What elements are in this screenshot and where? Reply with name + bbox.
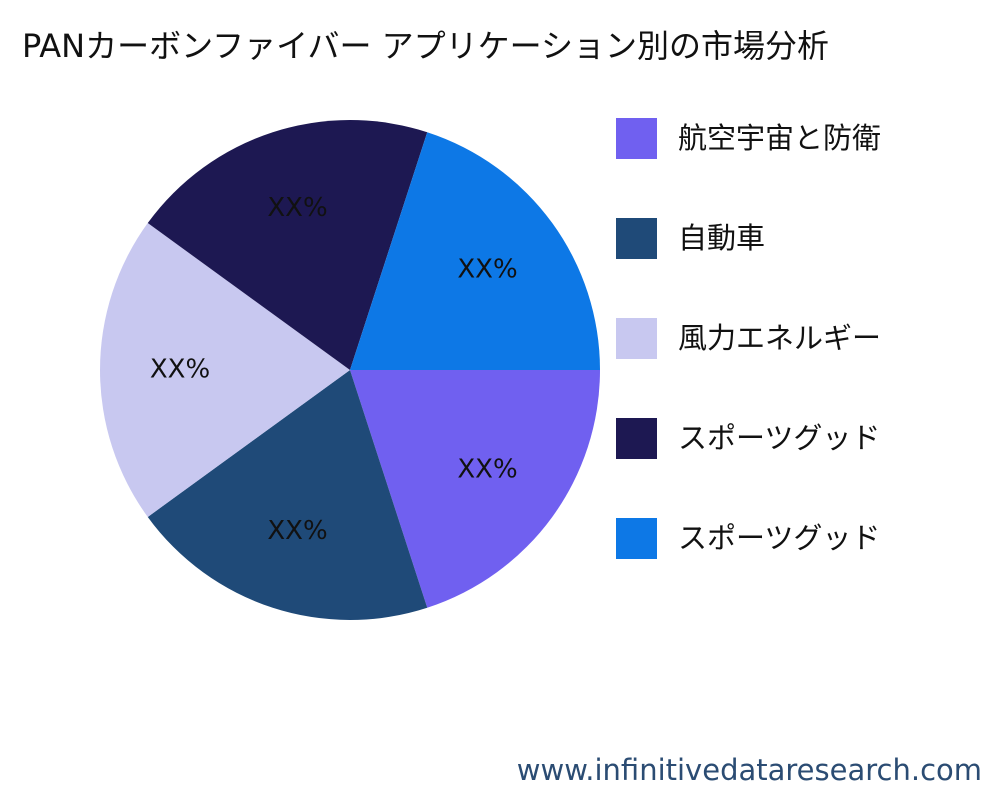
legend-swatch (616, 318, 657, 359)
source-watermark[interactable]: www.infinitivedataresearch.com (516, 753, 982, 787)
legend-item-automotive[interactable]: 自動車 (616, 218, 996, 260)
legend-item-wind-energy[interactable]: 風力エネルギー (616, 318, 996, 360)
legend-item-sporting-goods-2[interactable]: スポーツグッド (616, 518, 996, 560)
legend-label: 航空宇宙と防衛 (678, 121, 882, 155)
chart-title: PANカーボンファイバー アプリケーション別の市場分析 (22, 27, 830, 65)
legend-label: 風力エネルギー (678, 321, 882, 355)
legend-swatch (616, 218, 657, 259)
pie-slice-1[interactable] (350, 370, 600, 608)
legend-label: スポーツグッド (678, 421, 881, 455)
pie-slice-label-2: XX% (267, 516, 327, 546)
legend-item-aerospace-defense[interactable]: 航空宇宙と防衛 (616, 118, 996, 160)
pie-slice-label-5: XX% (457, 255, 517, 285)
legend: 航空宇宙と防衛 自動車 風力エネルギー スポーツグッド スポーツグッド (616, 118, 996, 618)
legend-label: 自動車 (678, 221, 766, 255)
pie-slice-label-3: XX% (150, 355, 210, 385)
pie-slice-2[interactable] (147, 370, 428, 620)
legend-swatch (616, 418, 657, 459)
legend-swatch (616, 518, 657, 559)
pie-slice-label-1: XX% (457, 454, 517, 484)
legend-label: スポーツグッド (678, 521, 881, 555)
pie-slice-label-4: XX% (267, 193, 327, 223)
legend-swatch (616, 118, 657, 159)
legend-item-sporting-goods-1[interactable]: スポーツグッド (616, 418, 996, 460)
pie-slice-4[interactable] (147, 120, 428, 370)
pie-slice-5[interactable] (350, 132, 600, 370)
pie-slice-3[interactable] (100, 223, 350, 517)
